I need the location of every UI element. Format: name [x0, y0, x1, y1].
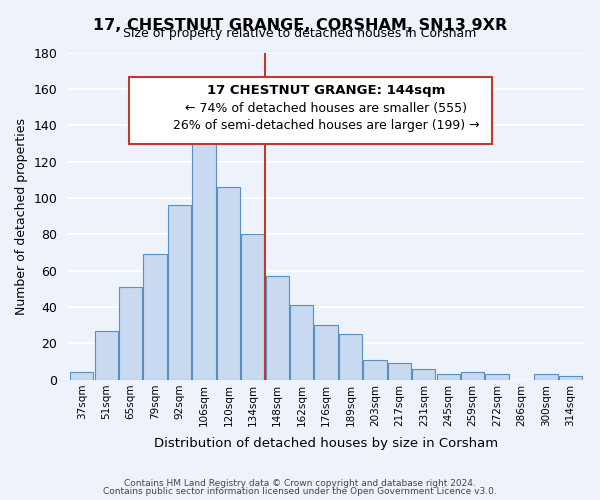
Y-axis label: Number of detached properties: Number of detached properties: [15, 118, 28, 314]
Text: Contains HM Land Registry data © Crown copyright and database right 2024.: Contains HM Land Registry data © Crown c…: [124, 478, 476, 488]
Bar: [119, 287, 142, 380]
Bar: [95, 330, 118, 380]
Bar: [364, 360, 386, 380]
Text: Contains public sector information licensed under the Open Government Licence v3: Contains public sector information licen…: [103, 487, 497, 496]
Text: ← 74% of detached houses are smaller (555): ← 74% of detached houses are smaller (55…: [185, 102, 467, 114]
Bar: [241, 234, 265, 380]
Bar: [339, 334, 362, 380]
Bar: [193, 125, 215, 380]
Bar: [217, 187, 240, 380]
FancyBboxPatch shape: [129, 77, 492, 144]
Bar: [70, 372, 94, 380]
Text: 17 CHESTNUT GRANGE: 144sqm: 17 CHESTNUT GRANGE: 144sqm: [207, 84, 445, 97]
Bar: [266, 276, 289, 380]
Bar: [559, 376, 582, 380]
Bar: [461, 372, 484, 380]
X-axis label: Distribution of detached houses by size in Corsham: Distribution of detached houses by size …: [154, 437, 498, 450]
Bar: [437, 374, 460, 380]
Text: 26% of semi-detached houses are larger (199) →: 26% of semi-detached houses are larger (…: [173, 119, 479, 132]
Bar: [168, 205, 191, 380]
Text: Size of property relative to detached houses in Corsham: Size of property relative to detached ho…: [124, 28, 476, 40]
Text: 17, CHESTNUT GRANGE, CORSHAM, SN13 9XR: 17, CHESTNUT GRANGE, CORSHAM, SN13 9XR: [93, 18, 507, 32]
Bar: [388, 363, 411, 380]
Bar: [485, 374, 509, 380]
Bar: [412, 368, 436, 380]
Bar: [143, 254, 167, 380]
Bar: [290, 305, 313, 380]
Bar: [314, 325, 338, 380]
Bar: [535, 374, 557, 380]
